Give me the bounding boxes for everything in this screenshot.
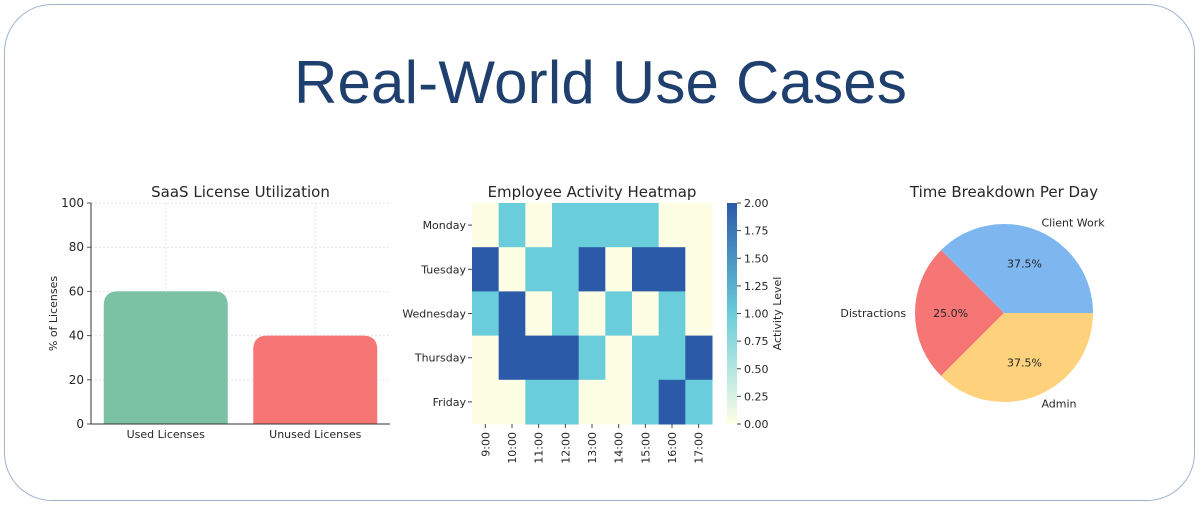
bar-used-licenses	[103, 291, 228, 424]
heatmap-cell	[685, 291, 713, 337]
heatmap-column-label: 17:00	[693, 432, 706, 464]
bar-ytick-label: 40	[69, 329, 84, 343]
heatmap-cell	[578, 247, 606, 292]
heatmap-cell	[578, 335, 606, 381]
heatmap-cell	[632, 203, 660, 248]
bar-xtick-label: Used Licenses	[127, 428, 205, 441]
bar-chart-title: SaaS License Utilization	[151, 183, 330, 201]
heatmap-cell	[472, 203, 500, 248]
heatmap-column-label: 14:00	[613, 432, 626, 464]
colorbar-tick-label: 1.75	[744, 225, 769, 238]
pie-pct-label: 37.5%	[1007, 258, 1042, 271]
heatmap-colorbar	[727, 203, 737, 424]
heatmap-cell	[658, 291, 686, 337]
heatmap-cell	[605, 335, 633, 381]
bar-ytick-label: 0	[76, 417, 84, 431]
heatmap-cell	[552, 291, 580, 337]
heatmap-cell	[498, 291, 526, 337]
heatmap-cell	[472, 379, 500, 425]
bar-y-axis-label: % of Licenses	[47, 276, 60, 352]
heatmap-cell	[685, 335, 713, 381]
heatmap-cell	[605, 247, 633, 292]
bar-ytick-label: 80	[69, 240, 84, 254]
heatmap-cell	[525, 291, 553, 337]
colorbar-tick-label: 1.00	[744, 308, 769, 321]
heatmap-cell	[658, 203, 686, 248]
slide-title: Real-World Use Cases	[293, 49, 908, 116]
heatmap-cell	[578, 291, 606, 337]
heatmap-cell	[658, 379, 686, 425]
pie-title: Time Breakdown Per Day	[909, 183, 1098, 201]
heatmap-column-label: 10:00	[506, 432, 519, 464]
colorbar-tick-label: 1.25	[744, 280, 769, 293]
heatmap-column-label: 16:00	[666, 432, 679, 464]
heatmap-column-label: 11:00	[533, 432, 546, 464]
heatmap-column-label: 9:00	[479, 432, 492, 457]
heatmap-cell	[552, 335, 580, 381]
colorbar-tick-label: 0.50	[744, 363, 769, 376]
pie-slice-client-work	[941, 224, 1093, 313]
heatmap-cell	[658, 247, 686, 292]
colorbar-tick-label: 0.75	[744, 335, 769, 348]
heatmap-cell	[525, 335, 553, 381]
heatmap-cell	[472, 247, 500, 292]
heatmap-cell	[472, 335, 500, 381]
heatmap-cell	[632, 379, 660, 425]
pie-slice-label: Client Work	[1041, 217, 1105, 230]
heatmap-cell	[525, 379, 553, 425]
pie-slice-admin	[941, 313, 1093, 403]
bar-ytick-label: 100	[61, 196, 84, 210]
heatmap-cell	[605, 203, 633, 248]
heatmap-cell	[578, 379, 606, 425]
pie-slice-distractions	[914, 250, 1004, 376]
heatmap-cell	[632, 247, 660, 292]
colorbar-tick-label: 0.00	[744, 418, 769, 431]
heatmap-cell	[552, 203, 580, 248]
bar-ytick-label: 60	[69, 284, 84, 298]
heatmap-cell	[685, 247, 713, 292]
colorbar-tick-label: 1.50	[744, 252, 769, 265]
heatmap-cell	[632, 335, 660, 381]
pie-pct-label: 25.0%	[933, 307, 968, 320]
heatmap-cell	[552, 247, 580, 292]
colorbar-label: Activity Level	[771, 277, 784, 351]
colorbar-tick-label: 0.25	[744, 390, 769, 403]
heatmap-cell	[632, 291, 660, 337]
colorbar-tick-label: 2.00	[744, 197, 769, 210]
bar-ytick-label: 20	[69, 373, 84, 387]
heatmap-cell	[552, 379, 580, 425]
heatmap-column-label: 15:00	[639, 432, 652, 464]
heatmap-row-label: Monday	[423, 219, 467, 232]
bar-unused-licenses	[253, 335, 378, 424]
heatmap-title: Employee Activity Heatmap	[488, 183, 697, 201]
heatmap-row-label: Thursday	[414, 352, 467, 365]
heatmap-cell	[605, 379, 633, 425]
pie-slice-label: Distractions	[840, 307, 906, 320]
heatmap-cell	[685, 379, 713, 425]
heatmap-cell	[498, 335, 526, 381]
heatmap-cell	[525, 203, 553, 248]
heatmap-column-label: 12:00	[559, 432, 572, 464]
heatmap-row-label: Friday	[433, 396, 467, 409]
heatmap-cell	[498, 203, 526, 248]
heatmap-cell	[472, 291, 500, 337]
heatmap-row-label: Wednesday	[402, 308, 466, 321]
pie-pct-label: 37.5%	[1007, 356, 1042, 369]
heatmap-column-label: 13:00	[586, 432, 599, 464]
heatmap-cell	[525, 247, 553, 292]
heatmap-cell	[498, 379, 526, 425]
heatmap-cell	[605, 291, 633, 337]
pie-slice-label: Admin	[1041, 397, 1076, 410]
heatmap-row-label: Tuesday	[420, 263, 466, 276]
heatmap-cell	[685, 203, 713, 248]
heatmap-cell	[498, 247, 526, 292]
heatmap-cell	[578, 203, 606, 248]
heatmap-cell	[658, 335, 686, 381]
bar-xtick-label: Unused Licenses	[269, 428, 361, 441]
